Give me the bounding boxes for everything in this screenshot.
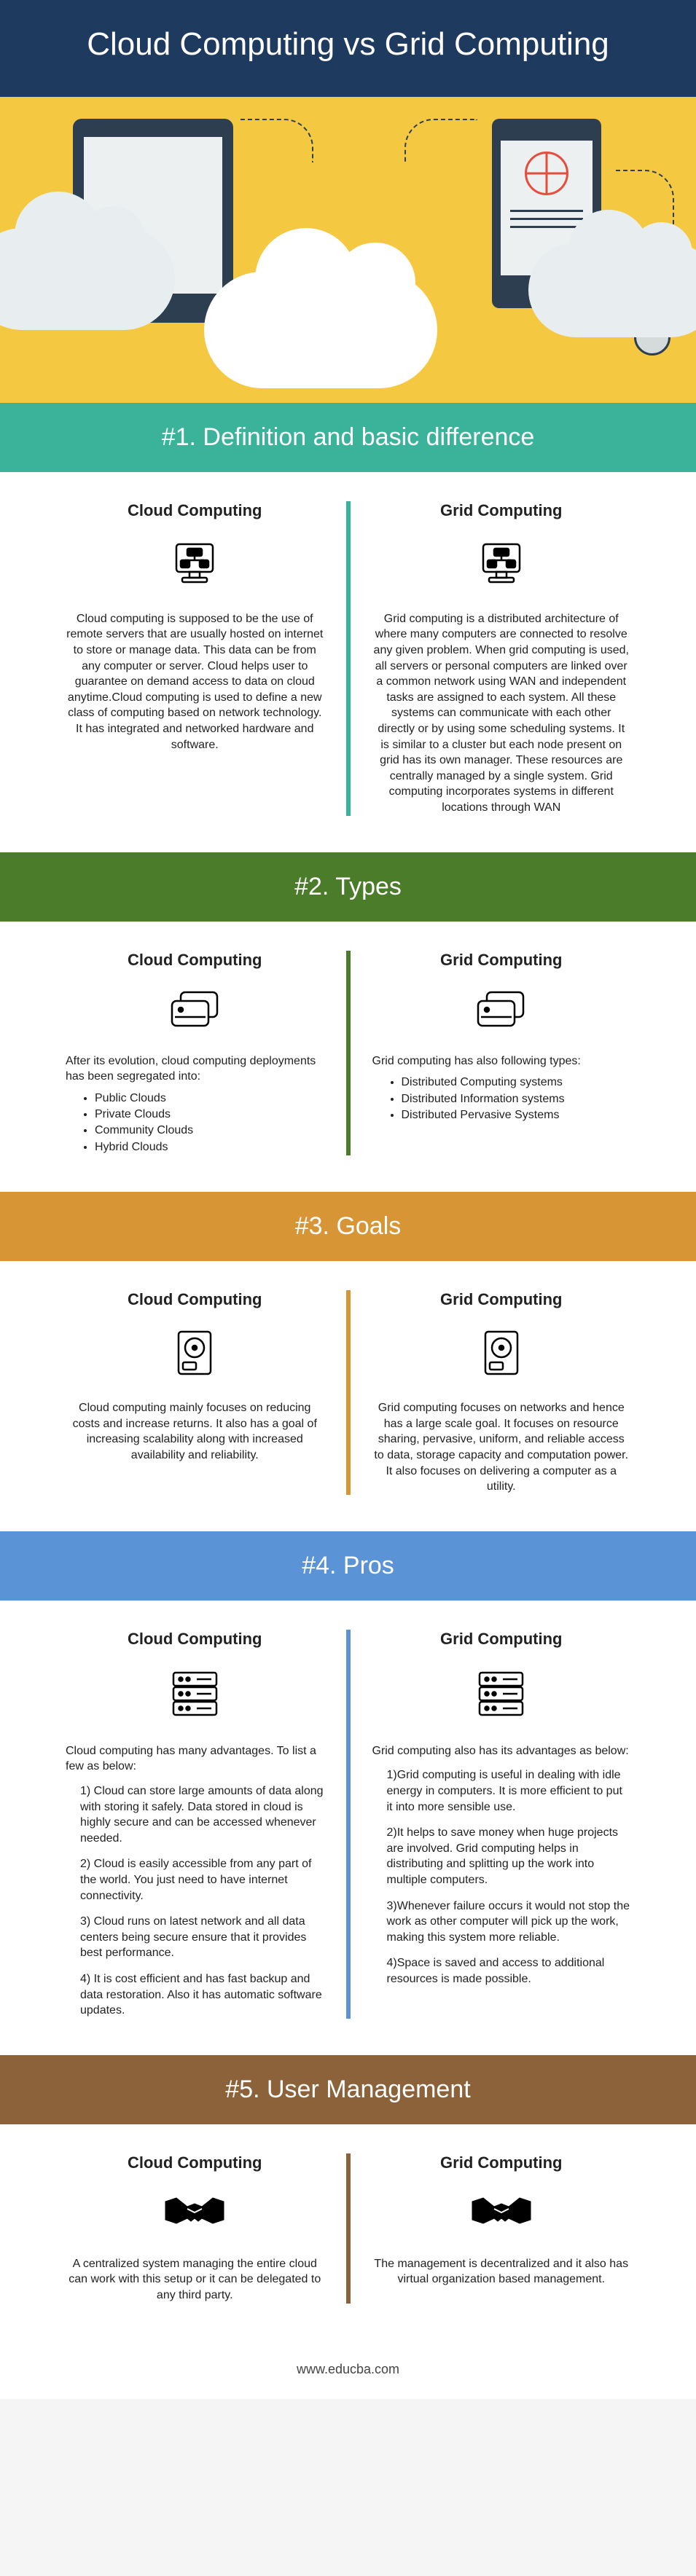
network-icon — [66, 538, 324, 589]
network-icon — [372, 538, 631, 589]
section-1-body: Cloud Computing Cloud computing is suppo… — [0, 472, 696, 852]
list-item: Distributed Pervasive Systems — [402, 1107, 631, 1123]
section-3-body: Cloud Computing Cloud computing mainly f… — [0, 1261, 696, 1531]
grid-types-intro: Grid computing has also following types: — [372, 1053, 631, 1069]
pros-list: 1)Grid computing is useful in dealing wi… — [372, 1767, 631, 1987]
grid-column: Grid Computing Grid computing focuses on… — [351, 1290, 653, 1495]
column-title: Cloud Computing — [66, 1290, 324, 1309]
grid-column: Grid Computing Grid computing has also f… — [351, 951, 653, 1156]
cloud-types-list: Public Clouds Private Clouds Community C… — [66, 1091, 324, 1156]
globe-icon — [525, 152, 568, 195]
column-title: Grid Computing — [372, 1290, 631, 1309]
column-title: Cloud Computing — [66, 951, 324, 970]
cloud-goals-text: Cloud computing mainly focuses on reduci… — [66, 1400, 324, 1463]
cloud-column: Cloud Computing After its evolution, clo… — [44, 951, 346, 1156]
handshake-icon — [372, 2191, 631, 2234]
grid-column: Grid Computing The management is decentr… — [351, 2153, 653, 2304]
grid-column: Grid Computing Grid computing is a distr… — [351, 501, 653, 816]
list-item: Private Clouds — [95, 1107, 324, 1123]
cloud-shape — [528, 243, 696, 337]
section-4-body: Cloud Computing Cloud computing has many… — [0, 1601, 696, 2055]
footer-url: www.educba.com — [0, 2340, 696, 2399]
list-item: Community Clouds — [95, 1123, 324, 1139]
rack-icon — [372, 1667, 631, 1721]
dashed-arrow — [241, 119, 313, 162]
title-banner: Cloud Computing vs Grid Computing — [0, 0, 696, 97]
list-item: 4)Space is saved and access to additiona… — [387, 1955, 631, 1987]
list-item: 1) Cloud can store large amounts of data… — [80, 1783, 324, 1846]
list-item: Public Clouds — [95, 1091, 324, 1107]
section-2-body: Cloud Computing After its evolution, clo… — [0, 922, 696, 1193]
section-5-body: Cloud Computing A centralized system man… — [0, 2124, 696, 2340]
grid-definition-text: Grid computing is a distributed architec… — [372, 611, 631, 816]
list-item: 3) Cloud runs on latest network and all … — [80, 1914, 324, 1961]
cloud-shape — [204, 272, 437, 388]
grid-pros-intro: Grid computing also has its advantages a… — [372, 1743, 631, 1759]
page-title: Cloud Computing vs Grid Computing — [15, 25, 681, 64]
handshake-icon — [66, 2191, 324, 2234]
cloud-column: Cloud Computing Cloud computing mainly f… — [44, 1290, 346, 1495]
list-item: 1)Grid computing is useful in dealing wi… — [387, 1767, 631, 1815]
disk-icon — [372, 1327, 631, 1378]
cloud-shape — [0, 228, 175, 330]
section-header-4: #4. Pros — [0, 1531, 696, 1601]
list-item: 2) Cloud is easily accessible from any p… — [80, 1856, 324, 1904]
disk-icon — [66, 1327, 324, 1378]
column-title: Cloud Computing — [66, 1630, 324, 1649]
cloud-column: Cloud Computing Cloud computing is suppo… — [44, 501, 346, 816]
column-title: Grid Computing — [372, 951, 631, 970]
servers-icon — [66, 988, 324, 1032]
cloud-types-intro: After its evolution, cloud computing dep… — [66, 1053, 324, 1085]
list-item: 4) It is cost efficient and has fast bac… — [80, 1971, 324, 2019]
list-item: Distributed Information systems — [402, 1091, 631, 1107]
grid-mgmt-text: The management is decentralized and it a… — [372, 2256, 631, 2288]
column-title: Grid Computing — [372, 1630, 631, 1649]
section-header-5: #5. User Management — [0, 2055, 696, 2124]
column-title: Grid Computing — [372, 2153, 631, 2172]
list-item: 2)It helps to save money when huge proje… — [387, 1825, 631, 1888]
cloud-definition-text: Cloud computing is supposed to be the us… — [66, 611, 324, 753]
list-item: Hybrid Clouds — [95, 1139, 324, 1155]
section-header-1: #1. Definition and basic difference — [0, 403, 696, 472]
cloud-mgmt-text: A centralized system managing the entire… — [66, 2256, 324, 2304]
cloud-pros-intro: Cloud computing has many advantages. To … — [66, 1743, 324, 1775]
column-title: Cloud Computing — [66, 2153, 324, 2172]
grid-goals-text: Grid computing focuses on networks and h… — [372, 1400, 631, 1495]
cloud-column: Cloud Computing Cloud computing has many… — [44, 1630, 346, 2019]
grid-types-list: Distributed Computing systems Distribute… — [372, 1075, 631, 1123]
hero-illustration — [0, 97, 696, 403]
cloud-column: Cloud Computing A centralized system man… — [44, 2153, 346, 2304]
column-title: Cloud Computing — [66, 501, 324, 520]
column-title: Grid Computing — [372, 501, 631, 520]
infographic-page: Cloud Computing vs Grid Computing #1. De… — [0, 0, 696, 2399]
section-header-3: #3. Goals — [0, 1192, 696, 1261]
pros-list: 1) Cloud can store large amounts of data… — [66, 1783, 324, 2019]
section-header-2: #2. Types — [0, 852, 696, 922]
dashed-arrow — [404, 119, 477, 162]
grid-column: Grid Computing Grid computing also has i… — [351, 1630, 653, 2019]
rack-icon — [66, 1667, 324, 1721]
servers-icon — [372, 988, 631, 1032]
list-item: 3)Whenever failure occurs it would not s… — [387, 1898, 631, 1946]
list-item: Distributed Computing systems — [402, 1075, 631, 1091]
